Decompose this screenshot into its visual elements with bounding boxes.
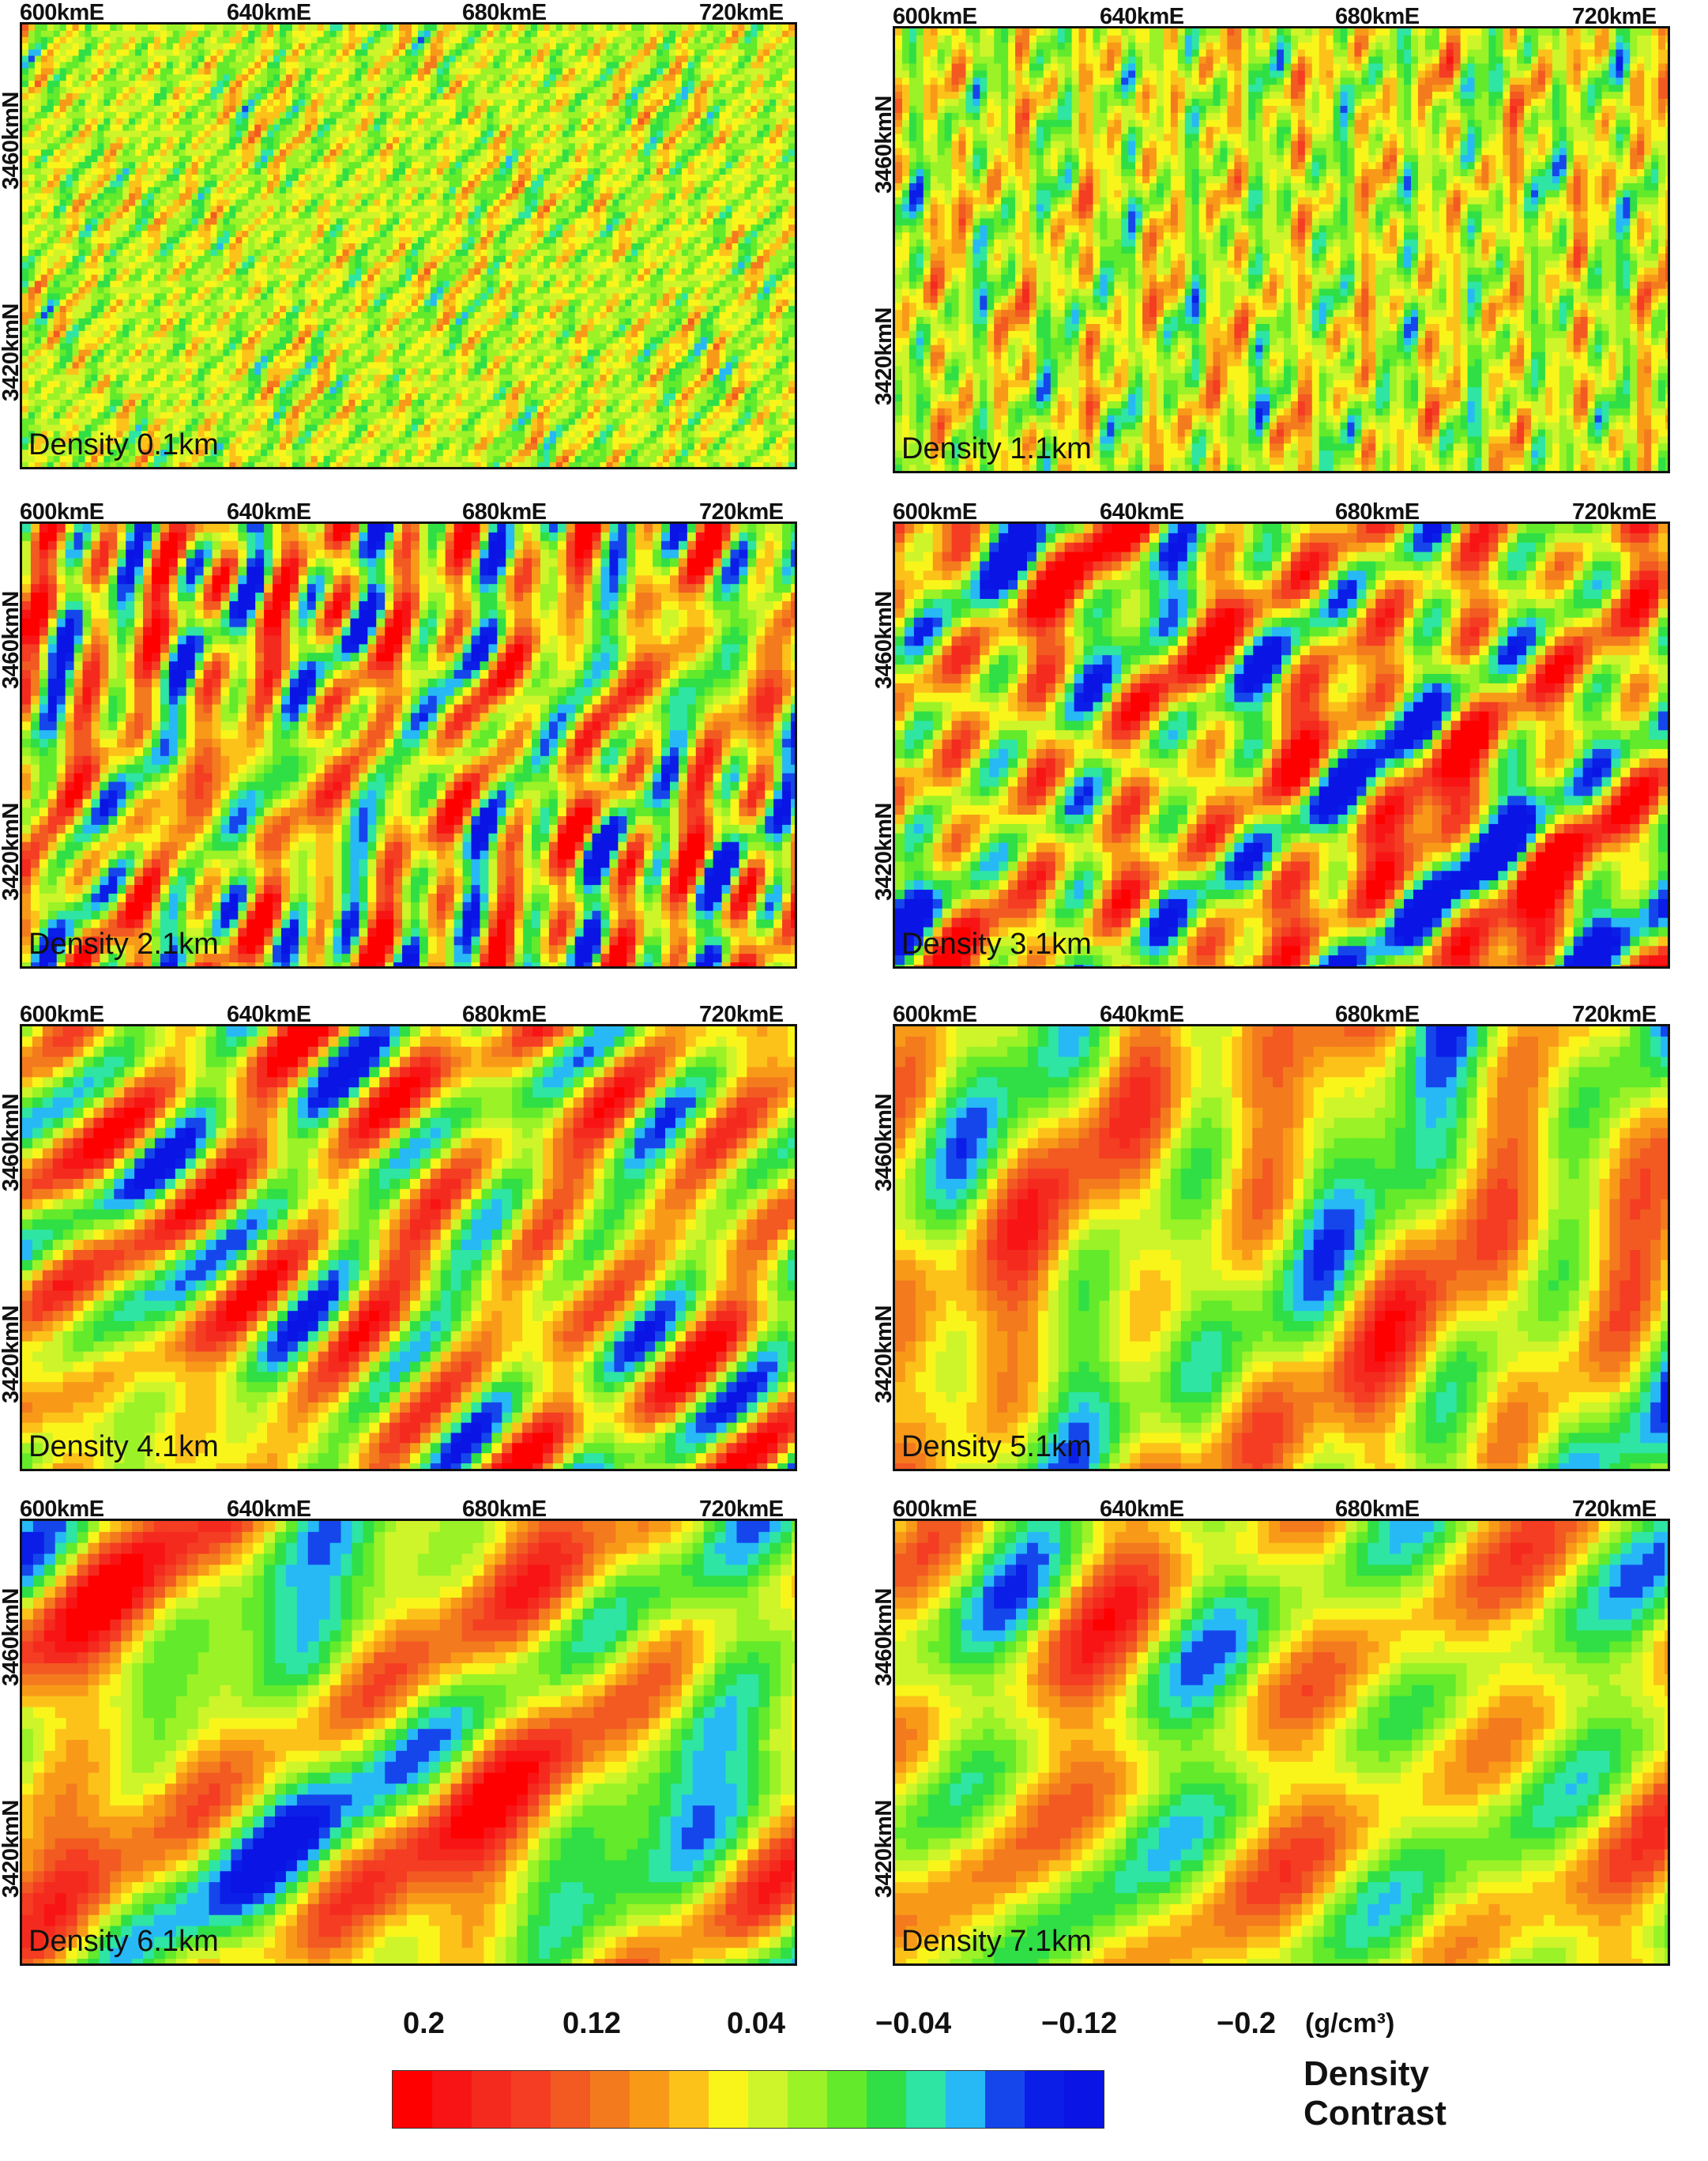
depth-caption: Density 1.1km	[901, 432, 1092, 466]
x-tick-label: 720kmE	[699, 1002, 784, 1028]
map-panel-7: 600kmE 640kmE 680kmE 720kmE 3460kmN 3420kmN De…	[0, 1497, 814, 2002]
map-panel-8: 600kmE 640kmE 680kmE 720kmE 3460kmN 3420kmN De…	[871, 1497, 1687, 2002]
colorbar-swatch	[472, 2071, 511, 2128]
colorbar-swatch	[590, 2071, 630, 2128]
density-field	[895, 1521, 1668, 1963]
map-panel-2: 600kmE 640kmE 680kmE 720kmE 3460kmN 3420kmN De…	[871, 4, 1687, 510]
depth-caption: Density 0.1km	[28, 428, 219, 462]
x-tick-label: 720kmE	[1572, 4, 1657, 30]
legend-tick-2: 0.04	[727, 2007, 785, 2041]
x-tick-label: 600kmE	[893, 499, 977, 525]
colorbar-swatch	[1064, 2071, 1104, 2128]
x-tick-label: 720kmE	[699, 1497, 784, 1523]
x-tick-label: 640kmE	[1100, 1002, 1184, 1028]
density-field	[22, 24, 795, 467]
x-tick-label: 600kmE	[893, 1002, 977, 1028]
colorbar-swatch	[906, 2071, 946, 2128]
colorbar-swatch	[393, 2071, 432, 2128]
legend-title-line-1: Density	[1304, 2054, 1447, 2094]
map-panel-3: 600kmE 640kmE 680kmE 720kmE 3460kmN 3420kmN De…	[0, 499, 814, 1005]
x-tick-label: 600kmE	[893, 4, 977, 30]
x-tick-label: 600kmE	[20, 1002, 104, 1028]
x-tick-label: 720kmE	[699, 0, 784, 26]
density-map: Density 3.1km	[893, 521, 1670, 969]
colorbar-swatch	[1025, 2071, 1064, 2128]
density-map: Density 1.1km	[893, 26, 1670, 473]
x-tick-label: 600kmE	[893, 1497, 977, 1523]
x-tick-label: 640kmE	[1100, 4, 1184, 30]
density-map: Density 0.1km	[20, 22, 797, 469]
legend-tick-5: −0.2	[1217, 2007, 1276, 2041]
legend-tick-4: −0.12	[1041, 2007, 1117, 2041]
x-tick-label: 640kmE	[227, 0, 311, 26]
legend-tick-3: −0.04	[875, 2007, 951, 2041]
density-map: Density 4.1km	[20, 1024, 797, 1471]
map-panel-4: 600kmE 640kmE 680kmE 720kmE 3460kmN 3420kmN De…	[871, 499, 1687, 1005]
density-field	[22, 1026, 795, 1469]
x-tick-label: 640kmE	[1100, 1497, 1184, 1523]
x-tick-label: 720kmE	[1572, 499, 1657, 525]
colorbar-swatch	[551, 2071, 590, 2128]
colorbar-swatch	[432, 2071, 472, 2128]
density-map: Density 7.1km	[893, 1519, 1670, 1966]
density-field	[895, 28, 1668, 471]
colorbar-swatch	[985, 2071, 1025, 2128]
x-tick-label: 640kmE	[1100, 499, 1184, 525]
legend-tick-1: 0.12	[562, 2007, 621, 2041]
x-tick-label: 680kmE	[462, 499, 547, 525]
colorbar-swatch	[630, 2071, 669, 2128]
x-tick-label: 680kmE	[1335, 1497, 1420, 1523]
x-tick-label: 680kmE	[1335, 4, 1420, 30]
depth-caption: Density 3.1km	[901, 928, 1092, 962]
x-tick-label: 720kmE	[1572, 1002, 1657, 1028]
colorbar-swatch	[788, 2071, 827, 2128]
x-tick-label: 600kmE	[20, 1497, 104, 1523]
legend-tick-0: 0.2	[403, 2007, 445, 2041]
density-field	[895, 1026, 1668, 1469]
density-map: Density 5.1km	[893, 1024, 1670, 1471]
depth-caption: Density 5.1km	[901, 1430, 1092, 1464]
depth-caption: Density 7.1km	[901, 1925, 1092, 1959]
x-tick-label: 640kmE	[227, 1497, 311, 1523]
x-tick-label: 720kmE	[1572, 1497, 1657, 1523]
map-panel-6: 600kmE 640kmE 680kmE 720kmE 3460kmN 3420kmN De…	[871, 1002, 1687, 1508]
colorbar-swatch	[669, 2071, 709, 2128]
x-tick-label: 640kmE	[227, 499, 311, 525]
colorbar-swatch	[867, 2071, 906, 2128]
depth-caption: Density 2.1km	[28, 928, 219, 962]
x-tick-label: 680kmE	[462, 1002, 547, 1028]
legend-unit: (g/cm³)	[1305, 2009, 1394, 2039]
x-tick-label: 680kmE	[1335, 499, 1420, 525]
colorbar-swatch	[709, 2071, 748, 2128]
map-panel-1: 600kmE 640kmE 680kmE 720kmE 3460kmN 3420kmN De…	[0, 0, 814, 506]
density-field	[22, 1521, 795, 1963]
x-tick-label: 720kmE	[699, 499, 784, 525]
density-field	[895, 524, 1668, 966]
map-panel-5: 600kmE 640kmE 680kmE 720kmE 3460kmN 3420kmN De…	[0, 1002, 814, 1508]
colorbar-swatch	[827, 2071, 867, 2128]
density-map: Density 2.1km	[20, 521, 797, 969]
colorbar-swatch	[748, 2071, 788, 2128]
x-tick-label: 680kmE	[462, 0, 547, 26]
x-tick-label: 600kmE	[20, 0, 104, 26]
legend-title-line-2: Contrast	[1304, 2094, 1447, 2133]
x-tick-label: 640kmE	[227, 1002, 311, 1028]
colorbar-swatch	[946, 2071, 985, 2128]
colorbar	[392, 2070, 1104, 2129]
density-field	[22, 524, 795, 966]
x-tick-label: 680kmE	[462, 1497, 547, 1523]
x-tick-label: 680kmE	[1335, 1002, 1420, 1028]
legend-title: Density Contrast	[1304, 2054, 1447, 2133]
depth-caption: Density 4.1km	[28, 1430, 219, 1464]
x-tick-label: 600kmE	[20, 499, 104, 525]
depth-caption: Density 6.1km	[28, 1925, 219, 1959]
density-map: Density 6.1km	[20, 1519, 797, 1966]
colorbar-swatch	[511, 2071, 551, 2128]
